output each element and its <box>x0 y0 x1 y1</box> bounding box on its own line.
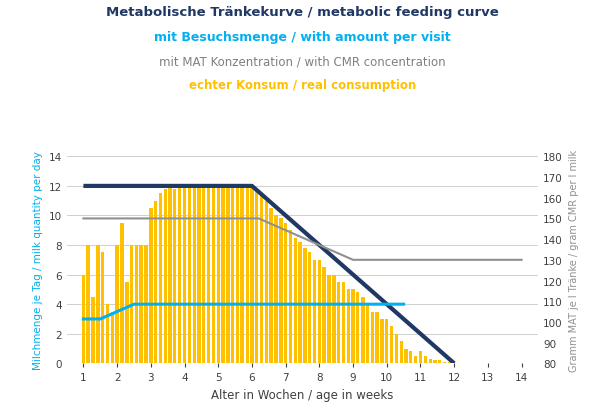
Bar <box>130 245 133 363</box>
Bar <box>308 253 311 363</box>
Bar <box>294 238 297 363</box>
Bar <box>433 361 437 363</box>
Bar <box>192 186 196 363</box>
Bar <box>240 186 244 363</box>
Text: mit Besuchsmenge / with amount per visit: mit Besuchsmenge / with amount per visit <box>154 31 451 44</box>
Bar <box>111 312 114 363</box>
Bar <box>226 186 230 363</box>
Bar <box>217 186 220 363</box>
Bar <box>313 260 316 363</box>
Bar <box>183 186 186 363</box>
Bar <box>260 194 263 363</box>
Bar <box>202 186 206 363</box>
Bar <box>120 223 123 363</box>
Bar <box>96 245 100 363</box>
Bar <box>91 297 95 363</box>
Bar <box>173 190 177 363</box>
Bar <box>231 186 234 363</box>
Bar <box>414 356 417 363</box>
Bar <box>236 186 239 363</box>
Bar <box>178 186 181 363</box>
Bar <box>212 186 215 363</box>
Bar <box>221 186 224 363</box>
Bar <box>381 319 384 363</box>
Bar <box>197 186 201 363</box>
Bar <box>356 293 359 363</box>
Bar <box>135 245 138 363</box>
Bar <box>385 319 388 363</box>
Bar <box>352 290 355 363</box>
Bar <box>438 361 442 363</box>
Bar <box>139 245 143 363</box>
Bar <box>154 201 157 363</box>
Y-axis label: Milchmenge je Tag / milk quantity per day: Milchmenge je Tag / milk quantity per da… <box>33 151 43 369</box>
Bar <box>101 253 104 363</box>
Bar <box>298 242 302 363</box>
Bar <box>188 186 191 363</box>
Bar <box>207 186 210 363</box>
Bar <box>332 275 336 363</box>
Bar <box>246 186 249 363</box>
Bar <box>289 231 292 363</box>
Bar <box>395 334 398 363</box>
Bar <box>168 186 172 363</box>
Bar <box>342 282 345 363</box>
Text: Metabolische Tränkekurve / metabolic feeding curve: Metabolische Tränkekurve / metabolic fee… <box>106 6 499 19</box>
Bar <box>163 190 167 363</box>
Bar <box>322 268 325 363</box>
Bar <box>327 275 331 363</box>
Bar <box>265 201 268 363</box>
Bar <box>347 290 350 363</box>
Bar <box>269 209 273 363</box>
Bar <box>274 216 278 363</box>
Bar <box>361 297 365 363</box>
Bar <box>106 304 109 363</box>
Bar <box>390 327 393 363</box>
X-axis label: Alter in Wochen / age in weeks: Alter in Wochen / age in weeks <box>211 388 394 401</box>
Bar <box>87 245 90 363</box>
Bar <box>82 275 85 363</box>
Bar <box>337 282 340 363</box>
Bar <box>399 341 403 363</box>
Bar <box>159 194 162 363</box>
Text: echter Konsum / real consumption: echter Konsum / real consumption <box>189 79 416 92</box>
Bar <box>443 362 446 363</box>
Bar <box>448 362 451 363</box>
Text: mit MAT Konzentration / with CMR concentration: mit MAT Konzentration / with CMR concent… <box>159 56 446 69</box>
Bar <box>366 304 369 363</box>
Bar <box>255 190 258 363</box>
Bar <box>284 223 287 363</box>
Bar <box>303 248 307 363</box>
Bar <box>409 351 413 363</box>
Bar <box>419 351 422 363</box>
Bar <box>424 356 427 363</box>
Bar <box>428 359 432 363</box>
Bar <box>404 349 408 363</box>
Bar <box>145 245 148 363</box>
Bar <box>280 219 283 363</box>
Bar <box>116 245 119 363</box>
Y-axis label: Gramm MAT je l Tränke / gram CMR per l milk: Gramm MAT je l Tränke / gram CMR per l m… <box>569 150 578 371</box>
Bar <box>371 312 374 363</box>
Bar <box>149 209 152 363</box>
Bar <box>318 260 321 363</box>
Bar <box>375 312 379 363</box>
Bar <box>125 282 129 363</box>
Bar <box>250 186 253 363</box>
